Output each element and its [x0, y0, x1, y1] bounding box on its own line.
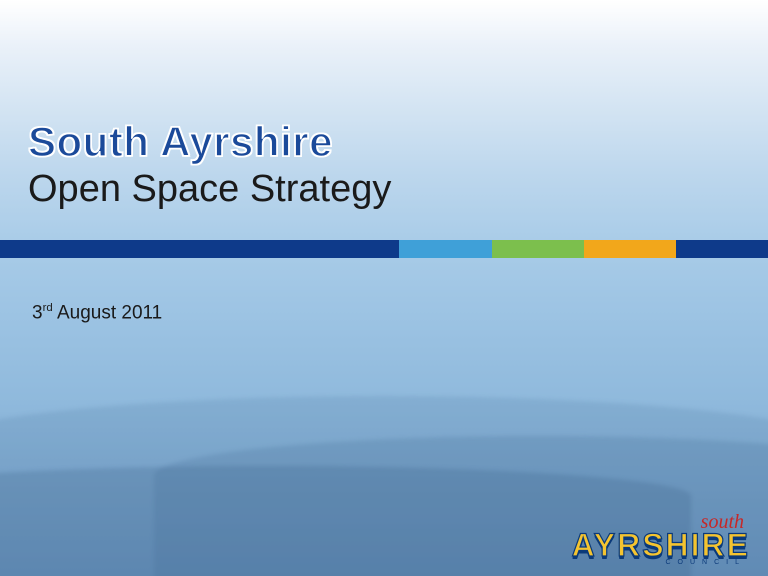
title-block: South Ayrshire Open Space Strategy [28, 118, 391, 211]
slide-subtitle: Open Space Strategy [28, 168, 391, 211]
slide-date: 3rd August 2011 [32, 302, 162, 324]
date-rest: August 2011 [53, 302, 163, 323]
date-ordinal: rd [43, 302, 53, 314]
logo-main-word: AYRSHIRE [572, 532, 750, 558]
stripe-segment [399, 240, 491, 258]
stripe-segment [0, 240, 399, 258]
stripe-segment [676, 240, 768, 258]
date-day: 3 [32, 302, 43, 323]
council-logo: south AYRSHIRE COUNCIL [572, 512, 750, 566]
stripe-segment [492, 240, 584, 258]
stripe-segment [584, 240, 676, 258]
slide-title: South Ayrshire [28, 118, 391, 166]
accent-stripe [0, 240, 768, 258]
